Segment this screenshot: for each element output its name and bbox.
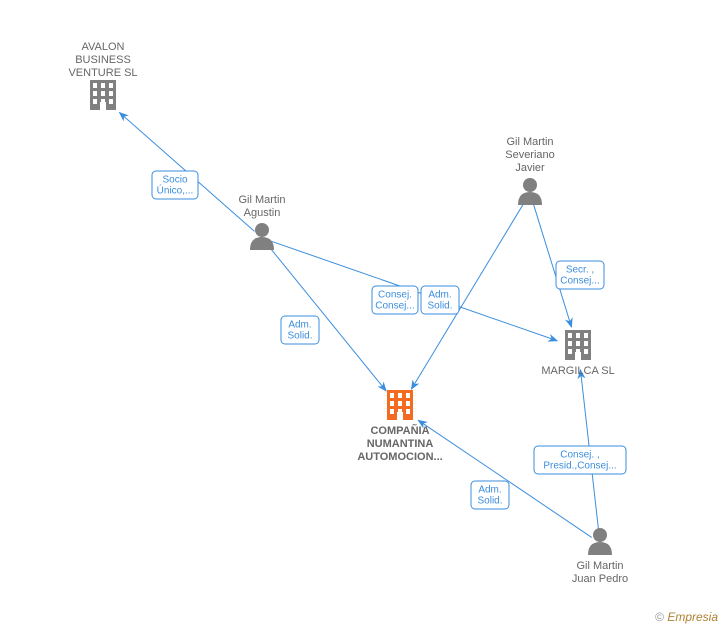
node-agustin[interactable]: Gil MartinAgustin bbox=[238, 194, 285, 250]
edge-label-text: Socio bbox=[162, 175, 187, 186]
edge-label-text: Consej... bbox=[560, 276, 599, 287]
node-label: Gil Martin bbox=[506, 136, 553, 148]
edge-label-agustin-numantina: Adm.Solid. bbox=[281, 316, 319, 344]
node-juanpedro[interactable]: Gil MartinJuan Pedro bbox=[572, 528, 628, 585]
node-label: AUTOMOCION... bbox=[357, 451, 442, 463]
nodes-layer: AVALONBUSINESSVENTURE SLGil MartinAgusti… bbox=[68, 41, 628, 585]
node-label: NUMANTINA bbox=[367, 438, 434, 450]
person-icon bbox=[518, 178, 542, 205]
person-icon bbox=[250, 223, 274, 250]
edge-label-agustin-margilca: Consej.Consej... bbox=[372, 286, 418, 314]
node-label: BUSINESS bbox=[75, 54, 131, 66]
building-icon bbox=[387, 390, 413, 420]
node-label: Agustin bbox=[244, 207, 281, 219]
edge-label-juanpedro-margilca: Consej. ,Presid.,Consej... bbox=[534, 446, 626, 474]
copyright-brand: Empresia bbox=[667, 610, 718, 624]
node-avalon[interactable]: AVALONBUSINESSVENTURE SL bbox=[68, 41, 137, 110]
node-label: Javier bbox=[515, 162, 545, 174]
edge-label-text: Solid. bbox=[477, 496, 502, 507]
building-icon bbox=[565, 330, 591, 360]
edge-label-text: Consej. , bbox=[560, 450, 599, 461]
person-icon bbox=[588, 528, 612, 555]
node-label: VENTURE SL bbox=[68, 67, 137, 79]
edge-label-text: Consej. bbox=[378, 290, 412, 301]
edge-label-text: Adm. bbox=[428, 290, 451, 301]
node-label: AVALON bbox=[82, 41, 125, 53]
edge-juanpedro-numantina bbox=[418, 420, 591, 537]
building-icon bbox=[90, 80, 116, 110]
network-diagram: SocioÚnico,...Adm.Solid.Consej.Consej...… bbox=[0, 0, 728, 630]
edge-label-text: Adm. bbox=[478, 485, 501, 496]
edge-label-juanpedro-numantina: Adm.Solid. bbox=[471, 481, 509, 509]
node-label: COMPAÑIA bbox=[370, 424, 429, 437]
edge-label-agustin-avalon: SocioÚnico,... bbox=[152, 171, 198, 199]
edge-label-text: Presid.,Consej... bbox=[543, 461, 616, 472]
node-javier[interactable]: Gil MartinSeverianoJavier bbox=[505, 136, 555, 205]
node-label: Juan Pedro bbox=[572, 573, 628, 585]
node-margilca[interactable]: MARGILCA SL bbox=[541, 330, 614, 377]
edge-label-text: Adm. bbox=[288, 320, 311, 331]
edge-label-text: Secr. , bbox=[566, 265, 594, 276]
node-label: Severiano bbox=[505, 149, 555, 161]
edge-label-text: Consej... bbox=[375, 301, 414, 312]
node-label: MARGILCA SL bbox=[541, 365, 614, 377]
node-label: Gil Martin bbox=[238, 194, 285, 206]
edge-label-javier-margilca: Secr. ,Consej... bbox=[556, 261, 604, 289]
copyright-symbol: © bbox=[655, 610, 664, 624]
node-numantina[interactable]: COMPAÑIANUMANTINAAUTOMOCION... bbox=[357, 390, 442, 463]
copyright: © Empresia bbox=[655, 610, 718, 624]
node-label: Gil Martin bbox=[576, 560, 623, 572]
edge-label-text: Único,... bbox=[157, 184, 194, 197]
edge-label-javier-numantina: Adm.Solid. bbox=[421, 286, 459, 314]
edge-label-text: Solid. bbox=[427, 301, 452, 312]
edge-label-text: Solid. bbox=[287, 331, 312, 342]
